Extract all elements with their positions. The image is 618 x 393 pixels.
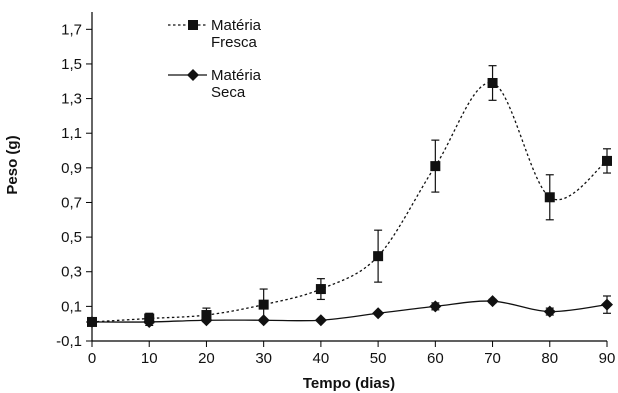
legend-label-fresca: Fresca (211, 34, 258, 51)
legend-marker-seca (187, 69, 199, 81)
legend-marker-fresca (188, 20, 198, 30)
x-tick-label: 60 (427, 350, 444, 367)
series-layer (86, 66, 613, 328)
data-point-fresca (545, 192, 555, 202)
legend-label-seca: Seca (211, 84, 246, 101)
series-fresca (87, 66, 612, 327)
data-point-fresca (373, 251, 383, 261)
x-tick-label: 90 (599, 350, 616, 367)
series-line-fresca (92, 83, 607, 322)
data-point-seca (487, 295, 499, 307)
data-point-fresca (488, 78, 498, 88)
y-tick-label: 0,1 (61, 298, 82, 315)
y-tick-label: 1,1 (61, 125, 82, 142)
data-point-seca (429, 300, 441, 312)
y-tick-label: -0,1 (56, 333, 82, 350)
y-axis-title: Peso (g) (4, 135, 21, 194)
x-tick-label: 0 (88, 350, 96, 367)
y-tick-label: 1,5 (61, 56, 82, 73)
y-tick-label: 1,7 (61, 21, 82, 38)
y-tick-label: 0,7 (61, 194, 82, 211)
x-tick-label: 30 (255, 350, 272, 367)
data-point-seca (315, 314, 327, 326)
data-point-fresca (316, 284, 326, 294)
data-point-seca (372, 307, 384, 319)
x-tick-label: 50 (370, 350, 387, 367)
x-tick-label: 80 (541, 350, 558, 367)
data-point-fresca (430, 161, 440, 171)
data-point-fresca (259, 300, 269, 310)
series-line-seca (92, 301, 607, 322)
x-tick-label: 20 (198, 350, 215, 367)
x-tick-label: 10 (141, 350, 158, 367)
data-point-seca (601, 299, 613, 311)
x-tick-label: 70 (484, 350, 501, 367)
data-point-seca (544, 306, 556, 318)
legend-label-fresca: Matéria (211, 17, 262, 34)
y-tick-label: 0,5 (61, 229, 82, 246)
data-point-seca (258, 314, 270, 326)
data-point-fresca (602, 156, 612, 166)
y-tick-label: 1,3 (61, 91, 82, 108)
y-tick-label: 0,9 (61, 160, 82, 177)
legend-label-seca: Matéria (211, 67, 262, 84)
x-tick-label: 40 (313, 350, 330, 367)
axes: -0,1 0,1 0,3 0,5 0,7 0,9 1,1 1,3 1,5 1,7 0 10 20 30 40… (56, 12, 615, 367)
x-axis-title: Tempo (dias) (303, 375, 395, 392)
y-tick-label: 0,3 (61, 264, 82, 281)
series-seca (86, 295, 613, 328)
